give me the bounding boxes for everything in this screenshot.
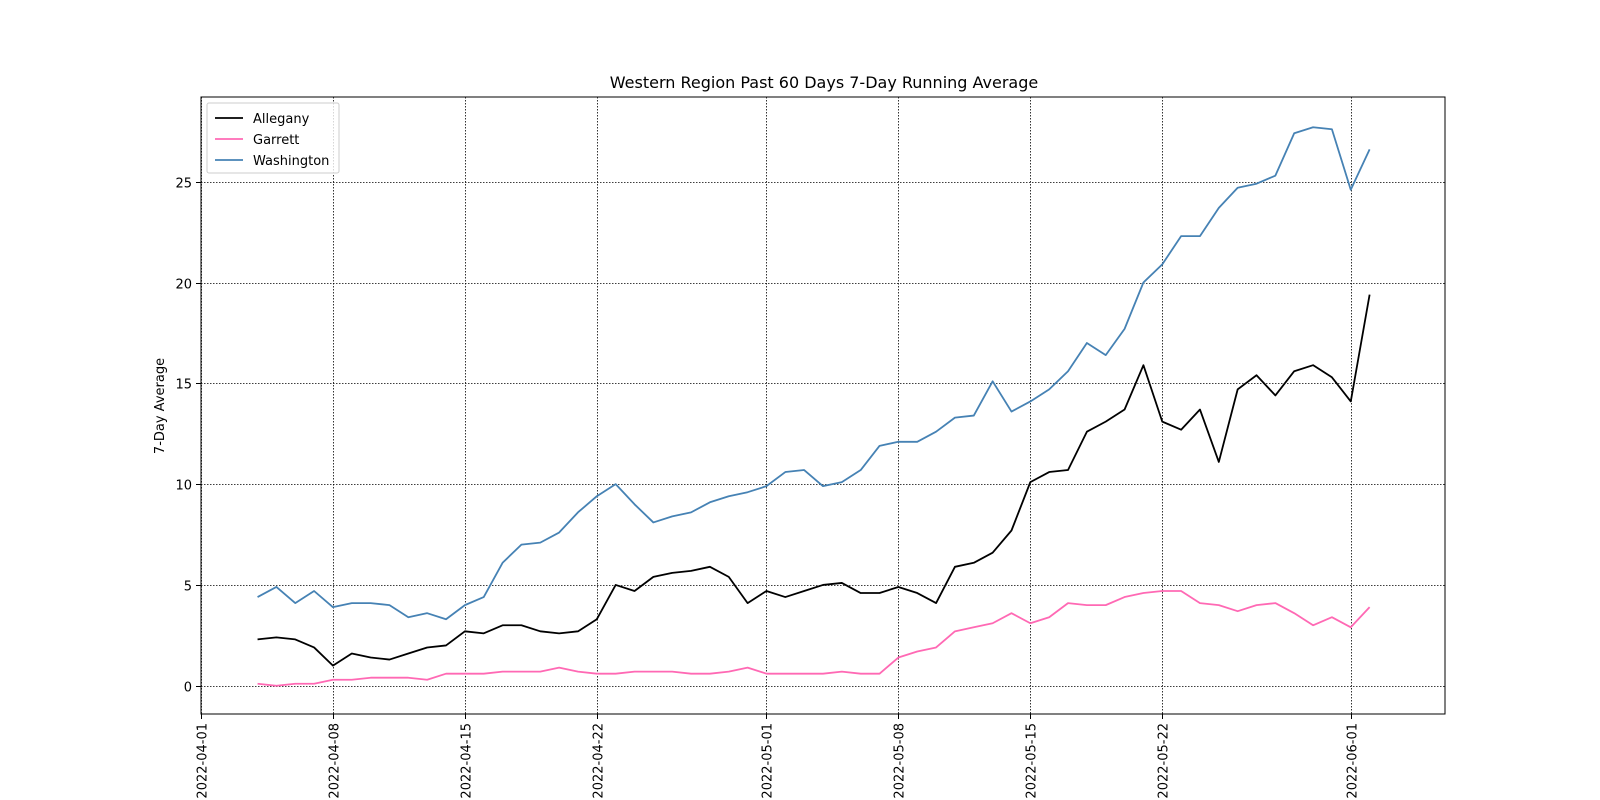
series-lines (257, 126, 1371, 687)
axes: 2022-04-01 2022-04-08 2022-04-15 2022-04-22… (175, 177, 1360, 799)
x-tick-label: 2022-04-22 (592, 723, 607, 799)
legend-label: Washington (253, 154, 329, 169)
series-line-washington (257, 126, 1371, 621)
x-tick-label: 2022-05-22 (1157, 723, 1172, 799)
x-tick-label: 2022-04-08 (328, 723, 343, 799)
y-tick-label: 20 (175, 278, 192, 293)
plot-area-frame (200, 96, 1446, 715)
legend-label: Allegany (253, 112, 310, 127)
x-tick-label: 2022-04-15 (460, 723, 475, 799)
x-tick-label: 2022-05-15 (1025, 723, 1040, 799)
y-tick-label: 15 (175, 378, 192, 393)
y-tick-label: 25 (175, 177, 192, 192)
y-tick-label: 10 (175, 479, 192, 494)
legend-box (206, 102, 340, 174)
series-line-garrett (257, 590, 1371, 687)
x-tick-label: 2022-06-01 (1346, 723, 1361, 799)
chart-title: Western Region Past 60 Days 7-Day Runnin… (610, 73, 1038, 92)
x-tick-label: 2022-05-01 (761, 723, 776, 799)
legend-label: Garrett (253, 133, 299, 148)
x-tick-label: 2022-04-01 (196, 723, 211, 799)
series-line-allegany (257, 294, 1371, 667)
y-tick-label: 0 (184, 681, 192, 696)
legend: Allegany Garrett Washington (206, 102, 340, 174)
x-tick-label: 2022-05-08 (893, 723, 908, 799)
y-tick-label: 5 (184, 580, 192, 595)
y-axis-label: 7-Day Average (153, 358, 168, 454)
